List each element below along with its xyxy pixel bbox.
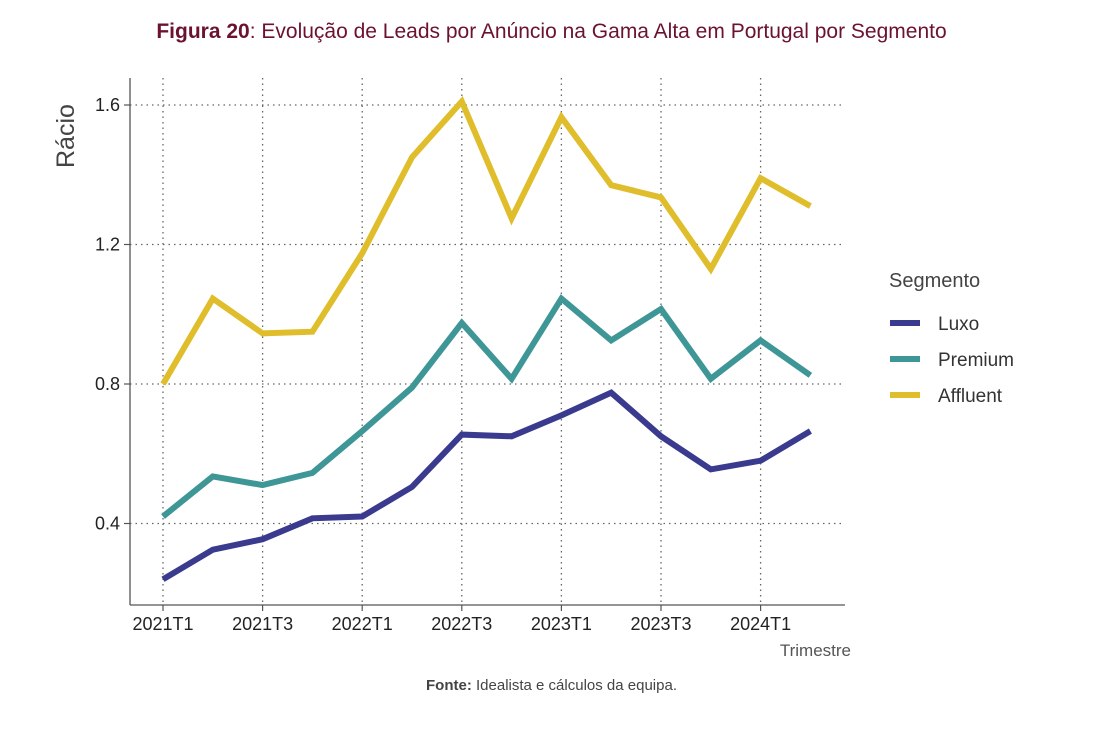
series-line-premium [161, 294, 813, 519]
x-tick-label: 2023T3 [630, 614, 691, 634]
x-tick-label: 2024T1 [730, 614, 791, 634]
legend-title: Segmento [889, 270, 980, 292]
y-tick-label: 1.2 [95, 235, 120, 255]
grid-lines [130, 78, 845, 605]
x-tick-label: 2021T3 [232, 614, 293, 634]
y-axis-title: Rácio [52, 104, 80, 168]
figure-label: Figura 20 [156, 20, 250, 43]
x-tick-label: 2023T1 [531, 614, 592, 634]
legend: Luxo Premium Affluent [890, 314, 1014, 407]
x-tick-label: 2022T1 [332, 614, 393, 634]
series-lines [160, 95, 813, 582]
source-label: Fonte: [426, 677, 472, 694]
x-axis-title: Trimestre [780, 641, 851, 660]
axes [124, 78, 845, 611]
tick-labels: 0.4 0.8 1.2 1.6 2021T1 2021T3 2022T1 2022T3 2023… [95, 95, 791, 634]
legend-label-affluent: Affluent [938, 386, 1003, 407]
y-tick-label: 0.8 [95, 374, 120, 394]
x-tick-label: 2022T3 [431, 614, 492, 634]
series-line-luxo [161, 389, 812, 582]
y-tick-label: 1.6 [95, 95, 120, 115]
x-tick-label: 2021T1 [132, 614, 193, 634]
figure-title-text: : Evolução de Leads por Anúncio na Gama … [249, 20, 947, 43]
source-text: Idealista e cálculos da equipa. [471, 677, 677, 694]
source-note: Fonte: Idealista e cálculos da equipa. [0, 677, 1103, 694]
figure-title: Figura 20: Evolução de Leads por Anúncio… [0, 20, 1103, 44]
legend-label-premium: Premium [938, 350, 1014, 371]
y-tick-label: 0.4 [95, 514, 120, 534]
legend-label-luxo: Luxo [938, 314, 979, 335]
series-line-affluent [160, 95, 812, 386]
